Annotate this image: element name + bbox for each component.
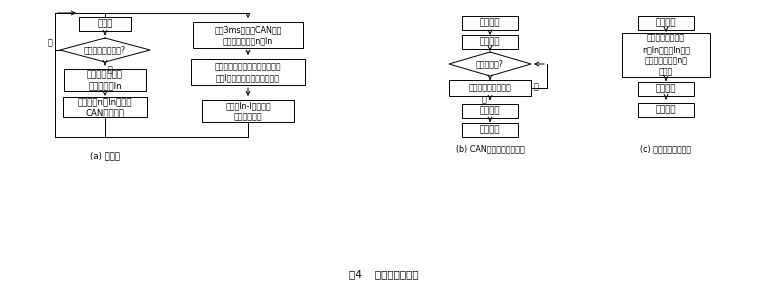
Text: 根据（In-I）的大小
调整输出电压: 根据（In-I）的大小 调整输出电压 [225, 101, 271, 121]
Bar [638, 82, 694, 96]
Bar [63, 97, 147, 117]
Text: 初始化: 初始化 [98, 20, 113, 28]
Text: 否: 否 [534, 82, 538, 92]
Bar [638, 103, 694, 117]
Text: 恢复现场: 恢复现场 [480, 106, 500, 115]
Bar [462, 123, 518, 137]
Text: 是: 是 [108, 65, 113, 74]
Text: 从接收邮箱中读取
n和In，并把In送到
模块数据表的第n项
记录去: 从接收邮箱中读取 n和In，并把In送到 模块数据表的第n项 记录去 [642, 34, 690, 76]
Bar [638, 16, 694, 30]
Bar [202, 100, 294, 122]
Text: (a) 主程序: (a) 主程序 [90, 151, 120, 160]
Bar [79, 17, 131, 31]
Bar [622, 33, 710, 77]
Text: 保护现场: 保护现场 [656, 18, 677, 28]
Bar [462, 16, 518, 30]
Bar [193, 22, 303, 48]
Text: 中断返回: 中断返回 [480, 125, 500, 135]
Text: (b) CAN接收中断服务程序: (b) CAN接收中断服务程序 [455, 144, 525, 153]
Text: 是: 是 [482, 96, 486, 104]
Text: 图4    系统软件流程图: 图4 系统软件流程图 [349, 269, 419, 279]
Text: 中断返回: 中断返回 [656, 106, 677, 115]
Bar [64, 69, 146, 91]
Text: 同步正常吗?: 同步正常吗? [476, 59, 504, 69]
Bar [462, 104, 518, 118]
Text: 恢复现场: 恢复现场 [656, 84, 677, 94]
Text: 数据采集: 数据采集 [480, 38, 500, 46]
Text: (c) 数据采集中断程序: (c) 数据采集中断程序 [641, 144, 691, 153]
Bar [449, 80, 531, 96]
Bar [462, 35, 518, 49]
Text: 数据处理：计算
电流有效值In: 数据处理：计算 电流有效值In [87, 70, 123, 90]
Text: 把模块号n和In发送到
CAN总线上去: 把模块号n和In发送到 CAN总线上去 [78, 97, 132, 117]
Text: 保护现场: 保护现场 [480, 18, 500, 28]
Bar [191, 59, 305, 85]
Text: 一个周期结束了吗?: 一个周期结束了吗? [84, 46, 126, 55]
Text: 发送正弦波基准信号: 发送正弦波基准信号 [468, 84, 511, 92]
Text: 数据处理：计算所有模块的平均
电流I，然后把模块数据表清零: 数据处理：计算所有模块的平均 电流I，然后把模块数据表清零 [215, 62, 281, 82]
Text: 延时3ms，通过CAN总线
接收其它模块号n和In: 延时3ms，通过CAN总线 接收其它模块号n和In [214, 25, 282, 45]
Text: 否: 否 [48, 38, 52, 47]
